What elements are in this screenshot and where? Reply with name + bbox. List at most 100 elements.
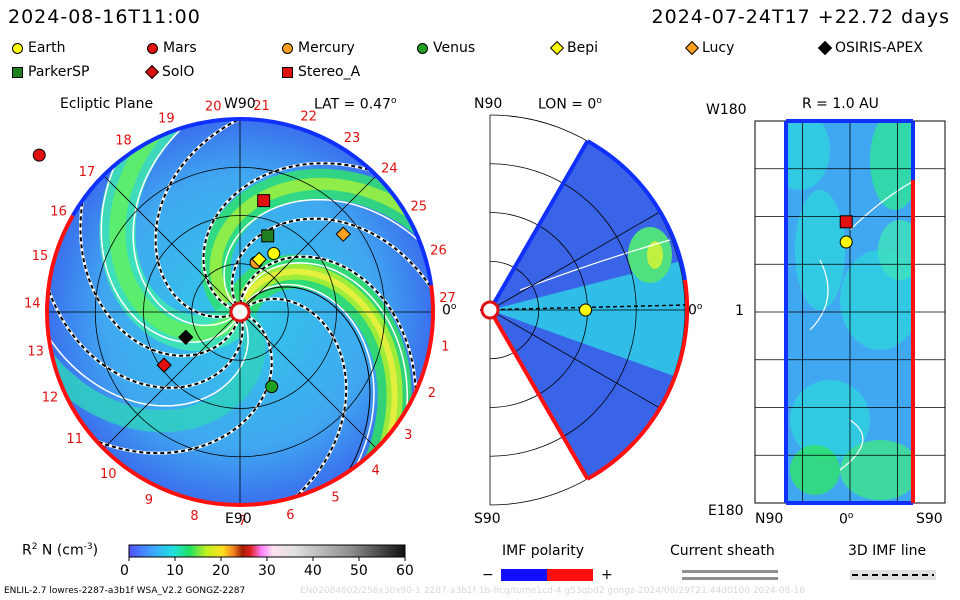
radial-blob [840, 440, 915, 500]
imf-line [47, 171, 249, 407]
legend-item-parkersp: ParkerSP [12, 64, 89, 80]
legend-item-osiris-apex: OSIRIS-APEX [817, 40, 923, 56]
current-sheath-line [154, 119, 409, 318]
meridional-imf-line [519, 239, 671, 291]
radial-x-right: S90 [916, 511, 943, 527]
imf-polarity-arc [71, 117, 224, 217]
sector-number: 27 [439, 291, 456, 306]
colorbar-tick-label: 30 [258, 563, 276, 579]
legend-label: ParkerSP [28, 64, 90, 80]
sector-number: 13 [27, 345, 44, 360]
imf-polarity-arc [421, 284, 435, 373]
imf-line [100, 119, 241, 344]
sector-number: 26 [430, 244, 447, 259]
sector-number: 3 [404, 428, 412, 443]
sector-number: 17 [79, 165, 96, 180]
meridional-arc [586, 139, 687, 281]
imf-line [223, 198, 433, 397]
legend-item-stereo-a: Stereo_A [282, 64, 360, 80]
legend-item-mercury: Mercury [282, 40, 355, 56]
sector-number: 8 [190, 509, 198, 524]
imf-polarity-negative [501, 569, 547, 581]
legend-item-solo: SolO [144, 64, 194, 80]
earth-marker-icon [12, 42, 23, 54]
solo-marker [156, 357, 172, 373]
density-stream [47, 209, 266, 433]
sector-number: 22 [300, 110, 317, 125]
current-sheath-line [136, 297, 348, 505]
density-stream [209, 177, 433, 349]
meridional-earth-line [479, 304, 686, 311]
radial-blob [795, 190, 845, 310]
radial-top-label: W180 [706, 102, 747, 118]
imf-line [224, 283, 375, 505]
parkersp-marker [261, 229, 275, 243]
earth-marker [579, 303, 593, 317]
legend-item-earth: Earth [12, 40, 66, 56]
legend-item-lucy: Lucy [684, 40, 734, 56]
sector-number: 10 [100, 467, 117, 482]
imf-line [132, 119, 342, 327]
imf-polarity-arc [45, 214, 241, 507]
sector-number: 7 [238, 514, 246, 529]
earth-marker [267, 246, 281, 260]
bepi-marker [251, 251, 267, 268]
footer-left: ENLIL-2.7 lowres-2287-a3b1f WSA_V2.2 GON… [4, 586, 246, 596]
left-date: 2024-08-16T11:00 [8, 6, 201, 28]
ecliptic-lat: LAT = 0.47o [314, 96, 397, 113]
colorbar [128, 544, 406, 558]
sector-number: 15 [32, 249, 49, 264]
current-sheath-line [47, 314, 273, 455]
meridional-spoke [490, 309, 660, 408]
legend-label: Mars [163, 40, 197, 56]
lucy-marker [335, 226, 351, 242]
legend-item-mars: Mars [147, 40, 197, 56]
legend-label: Bepi [567, 40, 598, 56]
radial-field [785, 121, 915, 503]
sector-number: 11 [66, 432, 83, 447]
legend-label: Stereo_A [298, 64, 361, 80]
parkersp-marker-icon [12, 66, 23, 78]
sector-number: 19 [158, 111, 175, 126]
stereo-a-marker-icon [282, 66, 293, 78]
current-sheath-swatch [682, 577, 778, 580]
sector-number: 2 [428, 386, 436, 401]
sector-number: 6 [286, 508, 294, 523]
radial-title: R = 1.0 AU [802, 96, 879, 112]
imf-polarity-arc [223, 117, 434, 286]
meridional-band [490, 260, 685, 380]
legend-label: Earth [28, 40, 66, 56]
earth-marker [839, 235, 853, 249]
legend-label: OSIRIS-APEX [835, 40, 923, 56]
radial-bottom-label: E180 [708, 503, 744, 519]
sector-number: 23 [344, 131, 361, 146]
meridional-right-label: 0o [688, 302, 703, 319]
radial-spoke [239, 175, 377, 313]
sector-number: 5 [331, 491, 339, 506]
ecliptic-top-label: W90 [224, 96, 256, 112]
sector-number: 14 [24, 296, 41, 311]
sector-number: 4 [371, 464, 379, 479]
current-sheath-label: Current sheath [670, 543, 775, 559]
sector-number: 25 [410, 200, 427, 215]
current-sheath-swatch [682, 570, 778, 573]
colorbar-tick-label: 50 [350, 563, 368, 579]
radial-mid-label: 1 [735, 303, 744, 319]
colorbar-tick-label: 20 [212, 563, 230, 579]
sector-number: 16 [50, 204, 67, 219]
imf-polarity-label: IMF polarity [502, 543, 585, 559]
sector-number: 21 [253, 99, 270, 114]
imf-plus: + [601, 567, 613, 583]
stereo-a-marker [839, 215, 853, 229]
legend-label: Venus [433, 40, 476, 56]
radial-x-mid: 0o [839, 511, 854, 528]
meridional-boundary [488, 309, 590, 480]
legend-item-bepi: Bepi [549, 40, 598, 56]
legend-label: Mercury [298, 40, 355, 56]
sector-number: 12 [42, 391, 59, 406]
sector-number: 20 [205, 100, 222, 115]
legend-item-venus: Venus [417, 40, 475, 56]
current-sheath-line [231, 217, 433, 455]
meridional-boundary [488, 140, 590, 311]
sector-number: 1 [441, 340, 449, 355]
